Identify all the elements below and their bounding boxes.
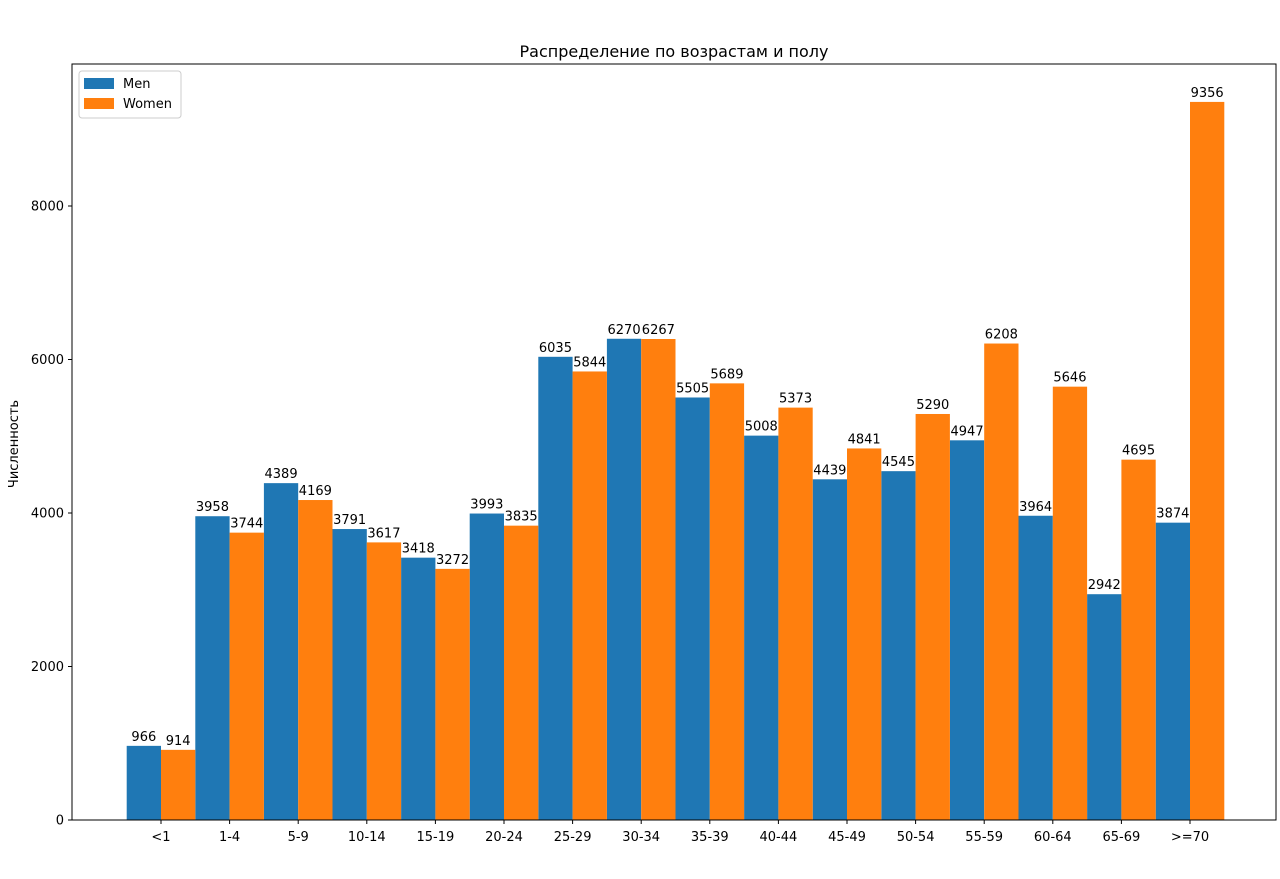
x-tick-label-13: 60-64 <box>1034 830 1072 845</box>
data-label-women-7: 6267 <box>642 323 675 338</box>
data-label-women-0: 914 <box>166 734 191 749</box>
data-label-men-12: 4947 <box>951 424 984 439</box>
bar-men-13 <box>1018 515 1053 820</box>
data-label-men-0: 966 <box>131 730 156 745</box>
bar-women-11 <box>915 413 950 820</box>
bar-women-3 <box>366 542 402 820</box>
y-tick-label-2: 4000 <box>31 506 64 521</box>
bar-women-1 <box>229 532 264 820</box>
bar-men-2 <box>263 483 299 820</box>
chart-title: Распределение по возрастам и полу <box>519 42 828 61</box>
x-tick-label-14: 65-69 <box>1103 830 1141 845</box>
bar-women-12 <box>984 343 1019 820</box>
bar-women-5 <box>504 525 539 820</box>
x-tick-label-6: 25-29 <box>554 830 592 845</box>
data-label-women-5: 3835 <box>505 510 538 525</box>
bar-men-5 <box>469 513 504 820</box>
x-tick-label-4: 15-19 <box>417 830 455 845</box>
data-label-women-14: 4695 <box>1122 444 1155 459</box>
x-tick-label-1: 1-4 <box>219 830 240 845</box>
x-tick-label-12: 55-59 <box>965 830 1003 845</box>
data-label-men-3: 3791 <box>333 513 366 528</box>
data-label-women-15: 9356 <box>1191 86 1224 101</box>
bar-women-7 <box>641 338 676 820</box>
data-label-men-5: 3993 <box>470 498 503 513</box>
plot-area: 966 3958 4389 3791 3418 3993 6035 6270 5505 5008 4… <box>31 63 1277 845</box>
data-label-women-8: 5689 <box>710 367 743 382</box>
legend-swatch-men <box>84 78 114 89</box>
x-tick-label-8: 35-39 <box>691 830 729 845</box>
bar-men-14 <box>1087 594 1122 820</box>
legend: Men Women <box>78 70 182 119</box>
y-tick-label-1: 2000 <box>31 660 64 675</box>
x-tick-label-15: >=70 <box>1171 830 1209 845</box>
data-label-men-6: 6035 <box>539 341 572 356</box>
bar-men-0 <box>126 745 161 820</box>
bar-men-6 <box>538 356 573 820</box>
bar-men-9 <box>744 435 779 820</box>
data-label-men-10: 4439 <box>813 463 846 478</box>
legend-label-women: Women <box>123 97 172 112</box>
legend-swatch-women <box>84 98 114 109</box>
bar-women-10 <box>847 448 882 820</box>
x-tick-label-11: 50-54 <box>897 830 935 845</box>
y-axis-label: Численность <box>7 400 22 488</box>
bar-women-0 <box>161 749 196 820</box>
bar-men-4 <box>401 557 436 820</box>
bar-women-13 <box>1052 386 1088 820</box>
bar-men-10 <box>812 479 847 820</box>
bar-women-9 <box>778 407 813 820</box>
bar-women-4 <box>435 568 470 820</box>
data-label-women-9: 5373 <box>779 392 812 407</box>
data-label-women-3: 3617 <box>367 526 400 541</box>
y-tick-label-4: 8000 <box>31 199 64 214</box>
data-label-men-9: 5008 <box>745 420 778 435</box>
data-label-men-11: 4545 <box>882 455 915 470</box>
legend-label-men: Men <box>123 77 150 92</box>
bar-men-7 <box>606 338 642 820</box>
data-label-women-1: 3744 <box>230 517 263 532</box>
y-tick-label-0: 0 <box>56 814 64 829</box>
bar-men-15 <box>1155 522 1190 820</box>
x-tick-label-0: <1 <box>151 830 170 845</box>
bar-men-8 <box>675 397 710 820</box>
x-tick-label-9: 40-44 <box>760 830 798 845</box>
data-label-women-13: 5646 <box>1053 371 1086 386</box>
data-label-men-1: 3958 <box>196 500 229 515</box>
data-label-men-8: 5505 <box>676 381 709 396</box>
bar-men-11 <box>881 471 916 820</box>
x-tick-label-7: 30-34 <box>622 830 660 845</box>
data-label-men-15: 3874 <box>1156 507 1189 522</box>
x-tick-label-2: 5-9 <box>288 830 309 845</box>
y-tick-label-3: 6000 <box>31 353 64 368</box>
x-tick-label-3: 10-14 <box>348 830 386 845</box>
data-label-women-2: 4169 <box>299 484 332 499</box>
data-label-women-11: 5290 <box>916 398 949 413</box>
data-label-men-13: 3964 <box>1019 500 1052 515</box>
data-label-men-14: 2942 <box>1088 578 1121 593</box>
bar-women-2 <box>298 500 333 820</box>
data-label-women-6: 5844 <box>573 355 606 370</box>
bar-men-12 <box>949 440 985 820</box>
x-tick-label-5: 20-24 <box>485 830 523 845</box>
bar-women-8 <box>709 383 745 820</box>
data-label-men-2: 4389 <box>265 467 298 482</box>
axes-frame <box>71 63 1277 821</box>
data-label-men-4: 3418 <box>402 542 435 557</box>
data-label-women-4: 3272 <box>436 553 469 568</box>
x-tick-label-10: 45-49 <box>828 830 866 845</box>
data-label-men-7: 6270 <box>608 323 641 338</box>
data-label-women-12: 6208 <box>985 328 1018 343</box>
bar-men-1 <box>195 516 230 820</box>
bar-women-14 <box>1121 459 1156 820</box>
bar-women-15 <box>1190 101 1225 820</box>
bar-women-6 <box>572 371 607 820</box>
bar-men-3 <box>332 529 367 820</box>
data-label-women-10: 4841 <box>848 432 881 447</box>
